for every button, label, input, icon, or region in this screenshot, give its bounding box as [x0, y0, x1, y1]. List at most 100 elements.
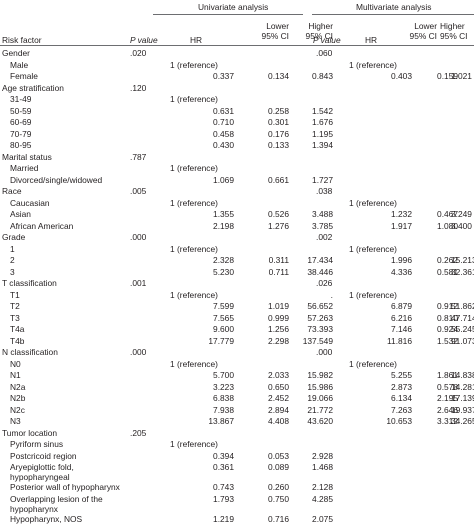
risk-factor-label: N3 [10, 416, 21, 426]
univariate-lower-ci: 0.999 [268, 313, 289, 323]
univariate-lower-ci: 1.256 [268, 324, 289, 334]
univariate-higher-ci: 4.285 [312, 494, 333, 504]
univariate-higher-ci: 1.394 [312, 140, 333, 150]
risk-factor-label: T3 [10, 313, 20, 323]
univariate-lower-ci: 2.452 [268, 393, 289, 403]
risk-factor-label: N2c [10, 405, 25, 415]
univariate-hr: 9.600 [213, 324, 234, 334]
univariate-higher-ci: 1.542 [312, 106, 333, 116]
multivariate-hr: 7.263 [391, 405, 412, 415]
univariate-p-value: .001 [130, 278, 146, 288]
risk-factor-label: N0 [10, 359, 21, 369]
multivariate-hr: 11.816 [387, 336, 412, 346]
risk-factor-label: Hypopharynx, NOS [10, 514, 82, 524]
univariate-higher-ci: 1.727 [312, 175, 333, 185]
multivariate-reference: 1 (reference) [349, 244, 397, 254]
risk-factor-label: Male [10, 60, 28, 70]
risk-factor-label: Pyriform sinus [10, 439, 63, 449]
univariate-lower-ci: 0.176 [268, 129, 289, 139]
univariate-lower-ci: 2.298 [268, 336, 289, 346]
risk-factor-label: 2 [10, 255, 15, 265]
univariate-p-value: .787 [130, 152, 146, 162]
multivariate-hr: 1.996 [391, 255, 412, 265]
risk-factor-label: Married [10, 163, 38, 173]
univariate-higher-ci: 1.468 [312, 462, 333, 472]
univariate-higher-ci: 38.446 [307, 267, 333, 277]
header-divider [0, 45, 474, 46]
univariate-lower-ci: 0.711 [269, 267, 289, 277]
univariate-hr: 13.867 [208, 416, 234, 426]
multivariate-reference: 1 (reference) [349, 198, 397, 208]
risk-factor-label: T4b [10, 336, 24, 346]
univariate-lower-ci: 0.750 [268, 494, 289, 504]
group-row: Gender.020.060 [0, 48, 474, 60]
univariate-p-value: .020 [130, 48, 146, 58]
univariate-dot: . [331, 290, 333, 300]
univariate-higher-ci: 3.785 [312, 221, 333, 231]
multivariate-higher-ci: 55.245 [451, 324, 474, 334]
univariate-hr: 5.230 [213, 267, 234, 277]
univariate-p-header: P value [130, 35, 158, 45]
univariate-lower-ci: 0.089 [268, 462, 289, 472]
multivariate-p-value: .000 [316, 347, 332, 357]
univariate-reference: 1 (reference) [170, 198, 218, 208]
univariate-higher-ci: 2.075 [312, 514, 333, 524]
multivariate-higher-ci: 32.361 [451, 267, 474, 277]
multivariate-hr: 6.879 [391, 301, 412, 311]
risk-factor-label: T4a [10, 324, 24, 334]
univariate-header: Univariate analysis [198, 2, 268, 12]
univariate-higher-ci: 19.066 [307, 393, 333, 403]
multivariate-hr: 5.255 [391, 370, 412, 380]
univariate-higher-ci: 56.652 [307, 301, 333, 311]
univariate-higher-ci: 17.434 [307, 255, 333, 265]
group-row: T classification .001 .026 [0, 278, 474, 290]
multivariate-hr: 0.403 [391, 71, 412, 81]
multivariate-underline [312, 14, 474, 15]
univariate-hr: 2.328 [213, 255, 234, 265]
multivariate-p-value: .026 [316, 278, 332, 288]
univariate-lower-ci: 0.526 [268, 209, 289, 219]
univariate-hr: 1.793 [213, 494, 234, 504]
univariate-lower-ci: 2.894 [268, 405, 289, 415]
univariate-hr: 17.779 [208, 336, 234, 346]
univariate-higher-ci: 73.393 [307, 324, 333, 334]
multivariate-hr: 6.134 [391, 393, 412, 403]
risk-factor-label: 31-49 [10, 94, 31, 104]
univariate-p-value: .000 [130, 347, 146, 357]
risk-factor-label: 3 [10, 267, 15, 277]
univariate-p-value: .005 [130, 186, 146, 196]
univariate-reference: 1 (reference) [170, 94, 218, 104]
univariate-lower-ci: 0.133 [268, 140, 289, 150]
univariate-reference: 1 (reference) [170, 359, 218, 369]
univariate-lower-ci: 0.661 [268, 175, 289, 185]
group-row: Age stratification.120 [0, 83, 474, 95]
risk-factor-label: T classification [2, 278, 57, 288]
multivariate-hr: 2.873 [391, 382, 412, 392]
multivariate-higher-ci: 3.400 [451, 221, 472, 231]
multivariate-p-value: .002 [316, 232, 332, 242]
table-row: 31-49 1 (reference) [0, 94, 474, 106]
risk-factor-header: Risk factor [2, 35, 42, 45]
multivariate-higher-ci: 19.937 [451, 405, 474, 415]
univariate-reference: 1 (reference) [170, 163, 218, 173]
risk-factor-label: Posterior wall of hypopharynx [10, 482, 120, 492]
multivariate-p-value: .038 [316, 186, 332, 196]
risk-factor-label: African American [10, 221, 73, 231]
risk-factor-label: N2a [10, 382, 25, 392]
